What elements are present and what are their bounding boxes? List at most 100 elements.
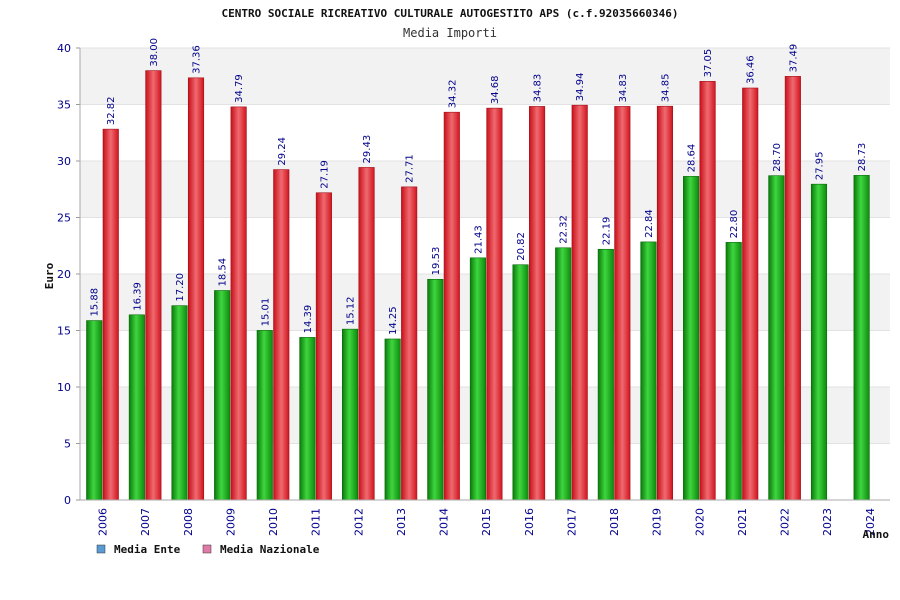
x-tick-label: 2019 [651,508,664,536]
value-label: 34.85 [660,74,671,103]
bar-media-ente [768,175,785,501]
legend: Media Ente Media Nazionale [96,543,320,556]
value-label: 38.00 [149,38,160,67]
x-tick-label: 2018 [608,508,621,536]
value-label: 27.71 [405,154,416,183]
value-label: 19.53 [431,247,442,276]
value-label: 14.39 [303,305,314,334]
x-tick-label: 2014 [438,508,451,536]
y-tick-label: 15 [57,325,71,338]
value-label: 20.82 [516,232,527,261]
bar-media-ente [299,337,316,501]
value-label: 29.24 [277,137,288,166]
value-label: 37.05 [703,49,714,78]
bar-media-nazionale [529,106,546,501]
bar-media-ente [171,305,188,501]
bar-media-nazionale [742,87,759,501]
legend-label-media-nazionale: Media Nazionale [220,543,320,556]
value-label: 36.46 [746,55,757,84]
bar-media-nazionale [614,106,631,501]
x-tick-label: 2010 [267,508,280,536]
bar-media-nazionale [656,105,674,501]
bar-media-nazionale [187,77,205,501]
bar-media-nazionale [571,104,588,501]
bar-media-nazionale [273,169,290,501]
legend-swatch-media-ente [96,544,106,554]
bar-media-ente [640,241,657,501]
x-tick-label: 2011 [310,508,323,536]
bar-media-ente [555,247,572,501]
x-tick-label: 2015 [480,508,493,536]
chart-title: CENTRO SOCIALE RICREATIVO CULTURALE AUTO… [222,7,679,20]
value-label: 37.36 [192,45,203,74]
value-label: 27.95 [814,152,825,181]
value-label: 18.54 [218,258,229,287]
y-tick-label: 35 [57,99,71,112]
value-labels-group: 15.88 32.82 16.39 38.00 17.20 37.36 18.54 34.79… [90,38,868,335]
value-label: 22.19 [601,217,612,246]
value-label: 32.82 [106,96,117,125]
value-label: 22.84 [644,209,655,238]
y-axis-label: Euro [43,262,56,289]
x-tick-label: 2016 [523,508,536,536]
x-tick-label: 2024 [864,508,877,536]
x-tick-label: 2021 [736,508,749,536]
bar-media-nazionale [699,81,716,501]
value-label: 16.39 [132,282,143,311]
bar-media-ente [427,279,444,501]
value-label: 15.12 [346,297,357,326]
x-tick-label: 2008 [182,508,195,536]
bar-media-nazionale [315,192,332,501]
value-label: 15.88 [90,288,101,317]
value-label: 34.79 [234,74,245,103]
y-tick-label: 20 [57,268,71,281]
value-label: 34.83 [533,74,544,103]
x-tick-label: 2023 [821,508,834,536]
y-tick-label: 25 [57,212,71,225]
x-tick-label: 2007 [139,508,152,536]
value-label: 27.19 [319,160,330,189]
value-label: 29.43 [362,135,373,164]
value-label: 28.73 [857,143,868,172]
bar-media-ente [214,290,231,501]
value-label: 34.32 [447,80,458,109]
bar-media-nazionale [784,76,801,501]
y-tick-label: 5 [64,438,71,451]
x-tick-label: 2012 [352,508,365,536]
legend-swatch-media-nazionale [202,544,212,554]
value-label: 17.20 [175,273,186,302]
bar-media-nazionale [401,186,418,501]
bar-media-nazionale [102,128,119,501]
axes-group [79,48,890,501]
value-label: 34.94 [575,73,586,102]
value-label: 14.25 [388,306,399,335]
x-tick-labels: 2006 2007 2008 2009 2010 2011 2012 2013 2014 2015… [97,508,877,536]
bar-media-ente [853,175,870,501]
value-label: 28.70 [772,143,783,172]
y-tick-label: 0 [64,494,71,507]
bar-media-nazionale [145,70,162,501]
value-label: 21.43 [473,225,484,254]
bar-media-nazionale [486,107,503,501]
bar-media-ente [683,176,700,501]
x-tick-label: 2009 [224,508,237,536]
bar-media-ente [384,338,401,501]
y-tick-label: 10 [57,381,71,394]
bar-media-ente [597,248,614,501]
value-label: 28.64 [687,144,698,173]
bar-media-ente [128,314,145,501]
y-tick-labels: 0 5 10 15 20 25 30 35 40 [57,42,71,507]
bar-media-nazionale [358,167,375,501]
x-tick-label: 2013 [395,508,408,536]
value-label: 34.83 [618,74,629,103]
bar-media-ente [810,183,828,501]
chart-subtitle: Media Importi [403,26,497,40]
bar-media-ente [469,257,486,501]
bar-media-ente [512,264,529,501]
value-label: 34.68 [490,75,501,104]
value-label: 22.80 [729,210,740,239]
bar-media-nazionale [230,106,247,501]
value-label: 15.01 [260,298,271,327]
value-label: 22.32 [559,215,570,244]
